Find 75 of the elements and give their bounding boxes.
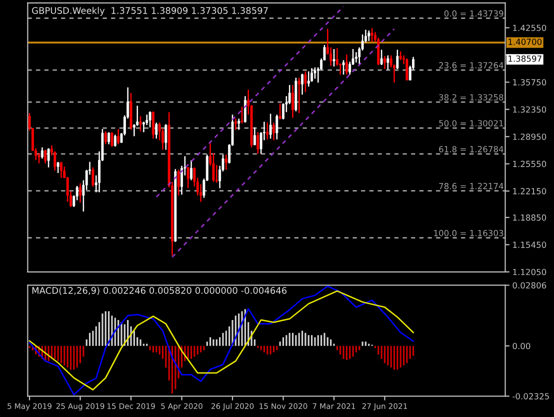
candlestick xyxy=(234,118,237,130)
candlestick xyxy=(40,146,44,160)
candlestick xyxy=(56,161,60,174)
candlestick xyxy=(380,49,383,66)
candlestick xyxy=(186,166,190,189)
y-tick-label: 1.18850 xyxy=(513,214,546,221)
y-tick-label: 1.15450 xyxy=(513,242,546,248)
candlestick xyxy=(368,30,370,42)
candlestick xyxy=(272,122,275,141)
candlestick xyxy=(256,132,260,154)
candlestick xyxy=(396,49,399,70)
candlestick xyxy=(224,154,228,170)
candlestick xyxy=(266,122,269,140)
y-tick-label: 0.00 xyxy=(512,342,530,350)
candlestick xyxy=(104,130,107,145)
ref-line-label: 1.40700 xyxy=(508,38,542,45)
y-tick-label: 1.42550 xyxy=(513,24,546,32)
y-tick-label: 1.35750 xyxy=(513,79,546,86)
candlestick xyxy=(332,48,336,68)
candlestick xyxy=(253,126,256,146)
candlestick xyxy=(342,60,345,76)
ref-line-label: 0.0 = 1.43739 xyxy=(444,10,504,17)
candlestick xyxy=(238,118,240,130)
candlestick xyxy=(269,113,272,140)
candlestick xyxy=(164,124,168,150)
candlestick xyxy=(177,169,180,196)
candlestick xyxy=(384,56,386,70)
ref-line-label: 100.0 = 1.16303 xyxy=(434,230,504,236)
candlestick xyxy=(354,52,358,64)
candlestick xyxy=(292,84,294,118)
chart-title: MACD(12,26,9) 0.002246 0.005820 0.000000 -0.004646 xyxy=(32,286,287,295)
candlestick xyxy=(92,166,94,188)
y-tick-label: 0.02806 xyxy=(512,282,546,289)
candlestick xyxy=(108,132,110,145)
candlestick xyxy=(240,106,244,124)
ref-line-label: 78.6 = 1.22174 xyxy=(439,182,504,190)
y-tick-label: 1.22150 xyxy=(513,188,546,194)
candlestick xyxy=(79,182,82,204)
candlestick xyxy=(110,132,114,148)
candlestick xyxy=(152,110,154,140)
text: 1.38597 xyxy=(508,55,542,62)
y-tick-label: 1.12050 xyxy=(513,268,546,276)
y-tick-label: 1.25550 xyxy=(513,160,546,168)
candlestick xyxy=(370,28,374,42)
candlestick xyxy=(310,68,314,82)
chart-title: GBPUSD.Weekly 1.37551 1.38909 1.37305 1.38597 xyxy=(32,6,268,16)
candlestick xyxy=(38,152,40,164)
candlestick xyxy=(301,73,304,96)
ref-line-label: 38.2 = 1.33258 xyxy=(439,94,504,100)
candlestick xyxy=(190,160,192,181)
y-tick-label: 1.32350 xyxy=(513,106,546,113)
candlestick xyxy=(139,116,142,132)
candlestick xyxy=(298,77,300,114)
candlestick xyxy=(345,54,348,76)
candlestick xyxy=(314,66,316,80)
candlestick xyxy=(244,96,246,124)
candlestick xyxy=(304,70,307,93)
candlestick xyxy=(307,70,310,88)
y-tick-label: 1.28950 xyxy=(513,134,546,140)
candlestick xyxy=(148,110,152,128)
candlestick xyxy=(276,114,278,140)
y-tick-label: -0.02325 xyxy=(512,393,549,400)
ref-line-label: 23.6 = 1.37264 xyxy=(439,62,504,68)
candlestick xyxy=(47,148,50,168)
candlestick xyxy=(114,134,116,148)
candlestick xyxy=(44,149,47,164)
candlestick xyxy=(278,102,282,120)
candlestick xyxy=(60,161,62,178)
candlestick xyxy=(390,54,392,68)
candlestick xyxy=(155,122,158,140)
candlestick xyxy=(406,58,408,81)
ref-line-label: 50.0 = 1.30021 xyxy=(439,120,504,126)
candlestick xyxy=(117,128,120,145)
ref-line-label: 61.8 = 1.26784 xyxy=(439,146,504,152)
candlestick xyxy=(386,54,390,70)
